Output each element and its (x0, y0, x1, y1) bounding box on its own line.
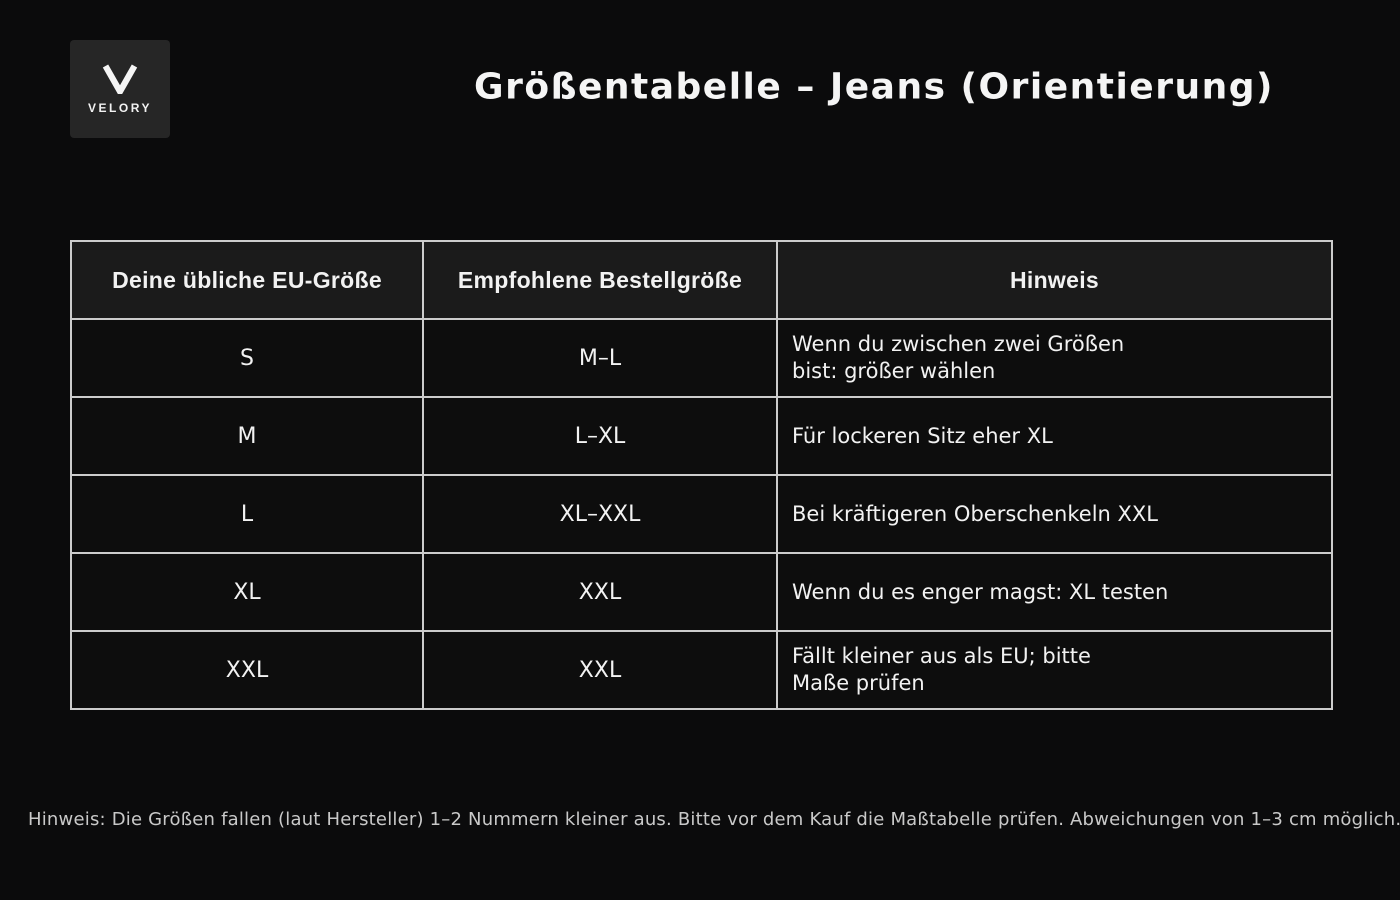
cell-hinweis: Wenn du zwischen zwei Größen bist: größe… (776, 318, 1333, 398)
brand-name: VELORY (88, 100, 152, 115)
table-row: S M–L Wenn du zwischen zwei Größen bist:… (70, 318, 1333, 398)
table-row: XXL XXL Fällt kleiner aus als EU; bitte … (70, 630, 1333, 710)
cell-recommended-size: XXL (422, 552, 778, 632)
table-row: XL XXL Wenn du es enger magst: XL testen (70, 552, 1333, 632)
cell-eu-size: L (70, 474, 424, 554)
table-header-row: Deine übliche EU-Größe Empfohlene Bestel… (70, 240, 1333, 320)
size-table: Deine übliche EU-Größe Empfohlene Bestel… (70, 240, 1333, 710)
cell-hinweis: Für lockeren Sitz eher XL (776, 396, 1333, 476)
cell-eu-size: M (70, 396, 424, 476)
brand-logo: VELORY (70, 40, 170, 138)
cell-eu-size: S (70, 318, 424, 398)
v-logo-icon (102, 63, 138, 94)
table-row: M L–XL Für lockeren Sitz eher XL (70, 396, 1333, 476)
cell-eu-size: XXL (70, 630, 424, 710)
cell-hinweis: Bei kräftigeren Oberschenkeln XXL (776, 474, 1333, 554)
cell-recommended-size: XXL (422, 630, 778, 710)
table-row: L XL–XXL Bei kräftigeren Oberschenkeln X… (70, 474, 1333, 554)
cell-recommended-size: XL–XXL (422, 474, 778, 554)
cell-hinweis: Wenn du es enger magst: XL testen (776, 552, 1333, 632)
cell-recommended-size: M–L (422, 318, 778, 398)
page-title: Größentabelle – Jeans (Orientierung) (474, 66, 1274, 108)
footer-note: Hinweis: Die Größen fallen (laut Herstel… (28, 809, 1400, 830)
column-header-hinweis: Hinweis (776, 240, 1333, 320)
cell-eu-size: XL (70, 552, 424, 632)
cell-hinweis: Fällt kleiner aus als EU; bitte Maße prü… (776, 630, 1333, 710)
column-header-eu-size: Deine übliche EU-Größe (70, 240, 424, 320)
column-header-recommended-size: Empfohlene Bestellgröße (422, 240, 778, 320)
cell-recommended-size: L–XL (422, 396, 778, 476)
